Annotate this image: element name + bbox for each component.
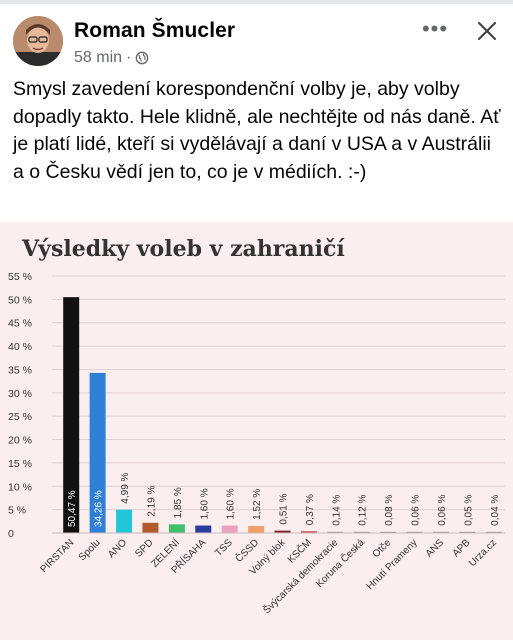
bar-value-label: 34,26 % (94, 490, 105, 527)
x-tick-label: APB (451, 537, 473, 559)
chart-title: Výsledky voleb v zahraničí (22, 236, 345, 262)
close-icon[interactable] (474, 18, 500, 44)
bar-value-label: 50,47 % (67, 490, 78, 527)
y-tick-label: 15 % (8, 458, 32, 470)
bar (248, 525, 265, 533)
top-divider (0, 0, 513, 4)
bar-value-label: 0,05 % (463, 495, 474, 526)
x-tick-label: SPD (133, 537, 155, 559)
x-tick-label: Urza.cz (467, 537, 499, 569)
x-tick-label: Spolu (77, 537, 103, 563)
bar (274, 530, 291, 533)
bar (353, 531, 370, 533)
bar-chart: 0 5 % 10 % 15 % 20 % 25 % 30 % 35 % 40 % 45 % 50 %… (8, 271, 505, 616)
bar-value-label: 0,06 % (411, 495, 422, 526)
bar-value-label: 4,99 % (120, 472, 131, 503)
bar (89, 372, 106, 533)
globe-icon[interactable] (135, 51, 149, 65)
y-tick-label: 30 % (8, 388, 32, 400)
y-tick-label: 0 (8, 528, 14, 540)
chart-image[interactable]: Výsledky voleb v zahraničí 0 5 % 10 % 15 % 2… (0, 222, 513, 640)
y-tick-label: 25 % (8, 411, 32, 423)
bar-value-label: 2,19 % (146, 486, 157, 517)
bar (485, 531, 502, 533)
bar (63, 297, 80, 533)
post-meta: 58 min · (74, 49, 149, 67)
y-tick-label: 10 % (8, 481, 32, 493)
bar (116, 509, 133, 533)
y-tick-label: 45 % (8, 318, 32, 330)
y-tick-label: 40 % (8, 341, 32, 353)
bar-value-label: 0,06 % (437, 495, 448, 526)
bar-value-label: 0,14 % (331, 495, 342, 526)
bar-value-label: 0,04 % (490, 495, 501, 526)
meta-separator: · (126, 49, 132, 66)
bar-value-label: 0,51 % (279, 493, 290, 524)
bar-value-label: 0,37 % (305, 494, 316, 525)
bar-value-label: 0,08 % (384, 495, 395, 526)
bar-value-label: 0,12 % (358, 495, 369, 526)
y-tick-label: 50 % (8, 294, 32, 306)
bar (459, 531, 476, 533)
bar-value-label: 1,60 % (199, 488, 210, 519)
post-time[interactable]: 58 min (74, 49, 123, 66)
x-tick-label: Otče (371, 537, 394, 560)
x-tick-label: PIRSTAN (38, 537, 76, 575)
bar (168, 524, 185, 533)
y-tick-label: 35 % (8, 364, 32, 376)
bar-value-label: 1,85 % (173, 487, 184, 518)
y-tick-label: 5 % (8, 505, 26, 517)
author-name[interactable]: Roman Šmucler (74, 19, 236, 42)
bar-value-label: 1,60 % (226, 488, 237, 519)
bar (327, 531, 344, 533)
x-tick-label: ANS (424, 537, 447, 560)
bar (300, 531, 317, 533)
bar (432, 531, 449, 533)
x-tick-label: TSS (213, 537, 235, 559)
bar-value-label: 1,52 % (252, 489, 263, 520)
bar (221, 525, 238, 533)
y-tick-label: 55 % (8, 271, 32, 283)
x-tick-label: ANO (106, 537, 129, 560)
avatar[interactable] (13, 16, 63, 66)
bar (195, 525, 212, 533)
avatar-image (13, 16, 63, 66)
bar (380, 531, 397, 533)
bar (406, 531, 423, 533)
bar (142, 522, 159, 533)
y-tick-label: 20 % (8, 435, 32, 447)
post-text: Smysl zavedení korespondenční volby je, … (13, 78, 506, 183)
more-icon[interactable]: ••• (421, 16, 449, 41)
